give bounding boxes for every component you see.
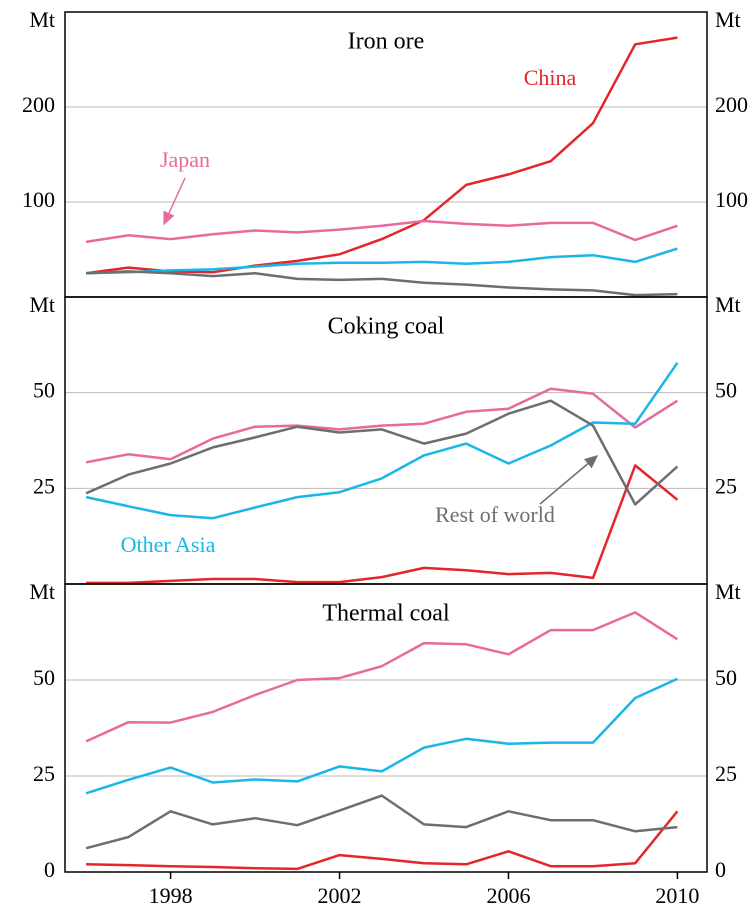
series-label: China — [524, 65, 577, 90]
y-axis-unit: Mt — [29, 7, 55, 32]
panel-title: Iron ore — [348, 29, 425, 55]
series-line — [85, 362, 679, 520]
y-tick-label: 200 — [22, 92, 55, 117]
y2-tick-label: 50 — [715, 665, 737, 690]
y2-axis-unit: Mt — [715, 7, 741, 32]
series-line — [85, 399, 679, 506]
y2-tick-label: 25 — [715, 761, 737, 786]
y2-tick-label: 100 — [715, 187, 748, 212]
y2-axis-unit: Mt — [715, 579, 741, 604]
y-tick-label: 25 — [33, 761, 55, 786]
y2-tick-label: 50 — [715, 378, 737, 403]
y-tick-label: 50 — [33, 378, 55, 403]
series-line — [86, 247, 678, 275]
series-line — [86, 810, 679, 871]
x-tick-label: 1998 — [149, 883, 193, 908]
series-line — [85, 794, 678, 850]
x-tick-label: 2002 — [318, 883, 362, 908]
annotation-arrow — [539, 455, 599, 505]
y2-tick-label: 200 — [715, 92, 748, 117]
series-line — [85, 677, 678, 795]
x-tick-label: 2010 — [655, 883, 699, 908]
y2-tick-label: 25 — [715, 473, 737, 498]
series-label: Other Asia — [121, 532, 216, 557]
x-tick-label: 2006 — [486, 883, 530, 908]
y-tick-label: 100 — [22, 187, 55, 212]
annotation-arrow — [163, 177, 186, 226]
series-line — [85, 387, 679, 464]
y-axis-unit: Mt — [29, 579, 55, 604]
series-label: Japan — [160, 147, 210, 172]
series-line — [85, 219, 678, 244]
y2-tick-label: 0 — [715, 857, 726, 882]
series-line — [86, 270, 678, 297]
panel-title: Coking coal — [328, 314, 445, 340]
series-label: Rest of world — [435, 502, 555, 527]
y2-axis-unit: Mt — [715, 292, 741, 317]
series-line — [86, 464, 679, 585]
panel-title: Thermal coal — [322, 601, 450, 627]
panel-frame — [64, 583, 708, 873]
series-line — [85, 36, 678, 275]
y-tick-label: 25 — [33, 473, 55, 498]
y-tick-label: 0 — [44, 857, 55, 882]
series-line — [85, 611, 679, 743]
y-axis-unit: Mt — [29, 292, 55, 317]
y-tick-label: 50 — [33, 665, 55, 690]
